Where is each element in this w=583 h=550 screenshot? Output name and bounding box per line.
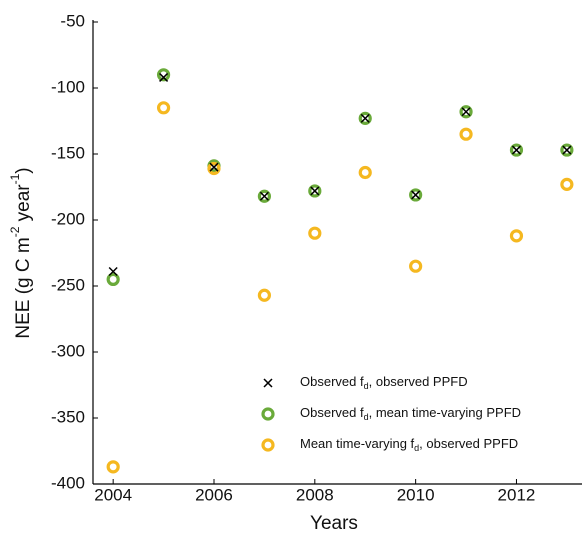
legend-label-part: d: [364, 381, 369, 391]
y-tick-label: -400: [51, 473, 85, 492]
legend-label-part: d: [414, 443, 419, 453]
point: [108, 266, 118, 277]
y-tick-label: -250: [51, 275, 85, 294]
point: [459, 127, 473, 141]
point: [560, 143, 574, 157]
y-tick-label: -200: [51, 209, 85, 228]
legend-label-part: , mean time-varying PPFD: [369, 405, 521, 420]
point: [308, 226, 322, 240]
y-axis-title-part: year: [13, 184, 34, 227]
point: [156, 68, 171, 82]
x-axis-title: Years: [310, 513, 358, 534]
x-tick-label: 2008: [296, 485, 334, 504]
point: [409, 259, 423, 273]
legend-label-part: Observed f: [300, 405, 364, 420]
y-axis-title-text: NEE (g C m-2 year-1): [8, 167, 34, 338]
point: [308, 184, 322, 198]
point: [409, 188, 423, 202]
point: [509, 229, 524, 243]
legend-label: Mean time-varying fd, observed PPFD: [300, 436, 518, 453]
point: [560, 177, 574, 191]
point: [461, 107, 471, 117]
point: [358, 111, 372, 125]
point: [257, 288, 272, 302]
y-tick-label: -50: [60, 11, 85, 30]
y-tick-label: -350: [51, 407, 85, 426]
point: [159, 72, 169, 82]
x-tick-label: 2012: [498, 485, 536, 504]
point: [358, 165, 372, 180]
legend-label-part: , observed PPFD: [419, 436, 518, 451]
x-tick-label: 2004: [94, 485, 132, 504]
point: [209, 162, 219, 172]
point: [562, 145, 572, 155]
point: [509, 143, 524, 157]
y-axis-title-part: -1: [8, 173, 22, 184]
x-tick-label: 2010: [397, 485, 435, 504]
legend-label-part: Observed f: [300, 374, 364, 389]
legend-entry: Observed fd, mean time-varying PPFD: [261, 405, 521, 422]
point: [156, 101, 171, 115]
legend-marker: [263, 378, 273, 388]
legend-marker: [261, 438, 275, 452]
y-axis-title-part: NEE (g C m: [13, 237, 34, 338]
x-tick-label: 2006: [195, 485, 233, 504]
point: [310, 186, 320, 196]
y-tick-label: -300: [51, 341, 85, 360]
point: [459, 105, 473, 119]
y-axis-title-part: ): [13, 167, 34, 173]
point: [207, 161, 221, 176]
point: [511, 145, 521, 155]
legend-label-part: , observed PPFD: [369, 374, 468, 389]
legend-entry: Observed fd, observed PPFD: [263, 374, 468, 391]
y-tick-label: -150: [51, 143, 85, 162]
point: [259, 191, 269, 201]
point: [106, 272, 120, 286]
y-tick-label: -100: [51, 77, 85, 96]
legend-label: Observed fd, observed PPFD: [300, 374, 468, 391]
y-axis-title-part: -2: [8, 226, 22, 237]
point: [257, 189, 272, 203]
legend-entry: Mean time-varying fd, observed PPFD: [261, 436, 518, 453]
point: [360, 113, 370, 123]
legend-label-part: d: [364, 412, 369, 422]
legend-marker: [261, 407, 275, 421]
point: [411, 190, 421, 200]
point: [106, 460, 120, 474]
y-axis-title: NEE (g C m-2 year-1): [8, 167, 34, 338]
legend-label-part: Mean time-varying f: [300, 436, 415, 451]
legend-label: Observed fd, mean time-varying PPFD: [300, 405, 521, 422]
